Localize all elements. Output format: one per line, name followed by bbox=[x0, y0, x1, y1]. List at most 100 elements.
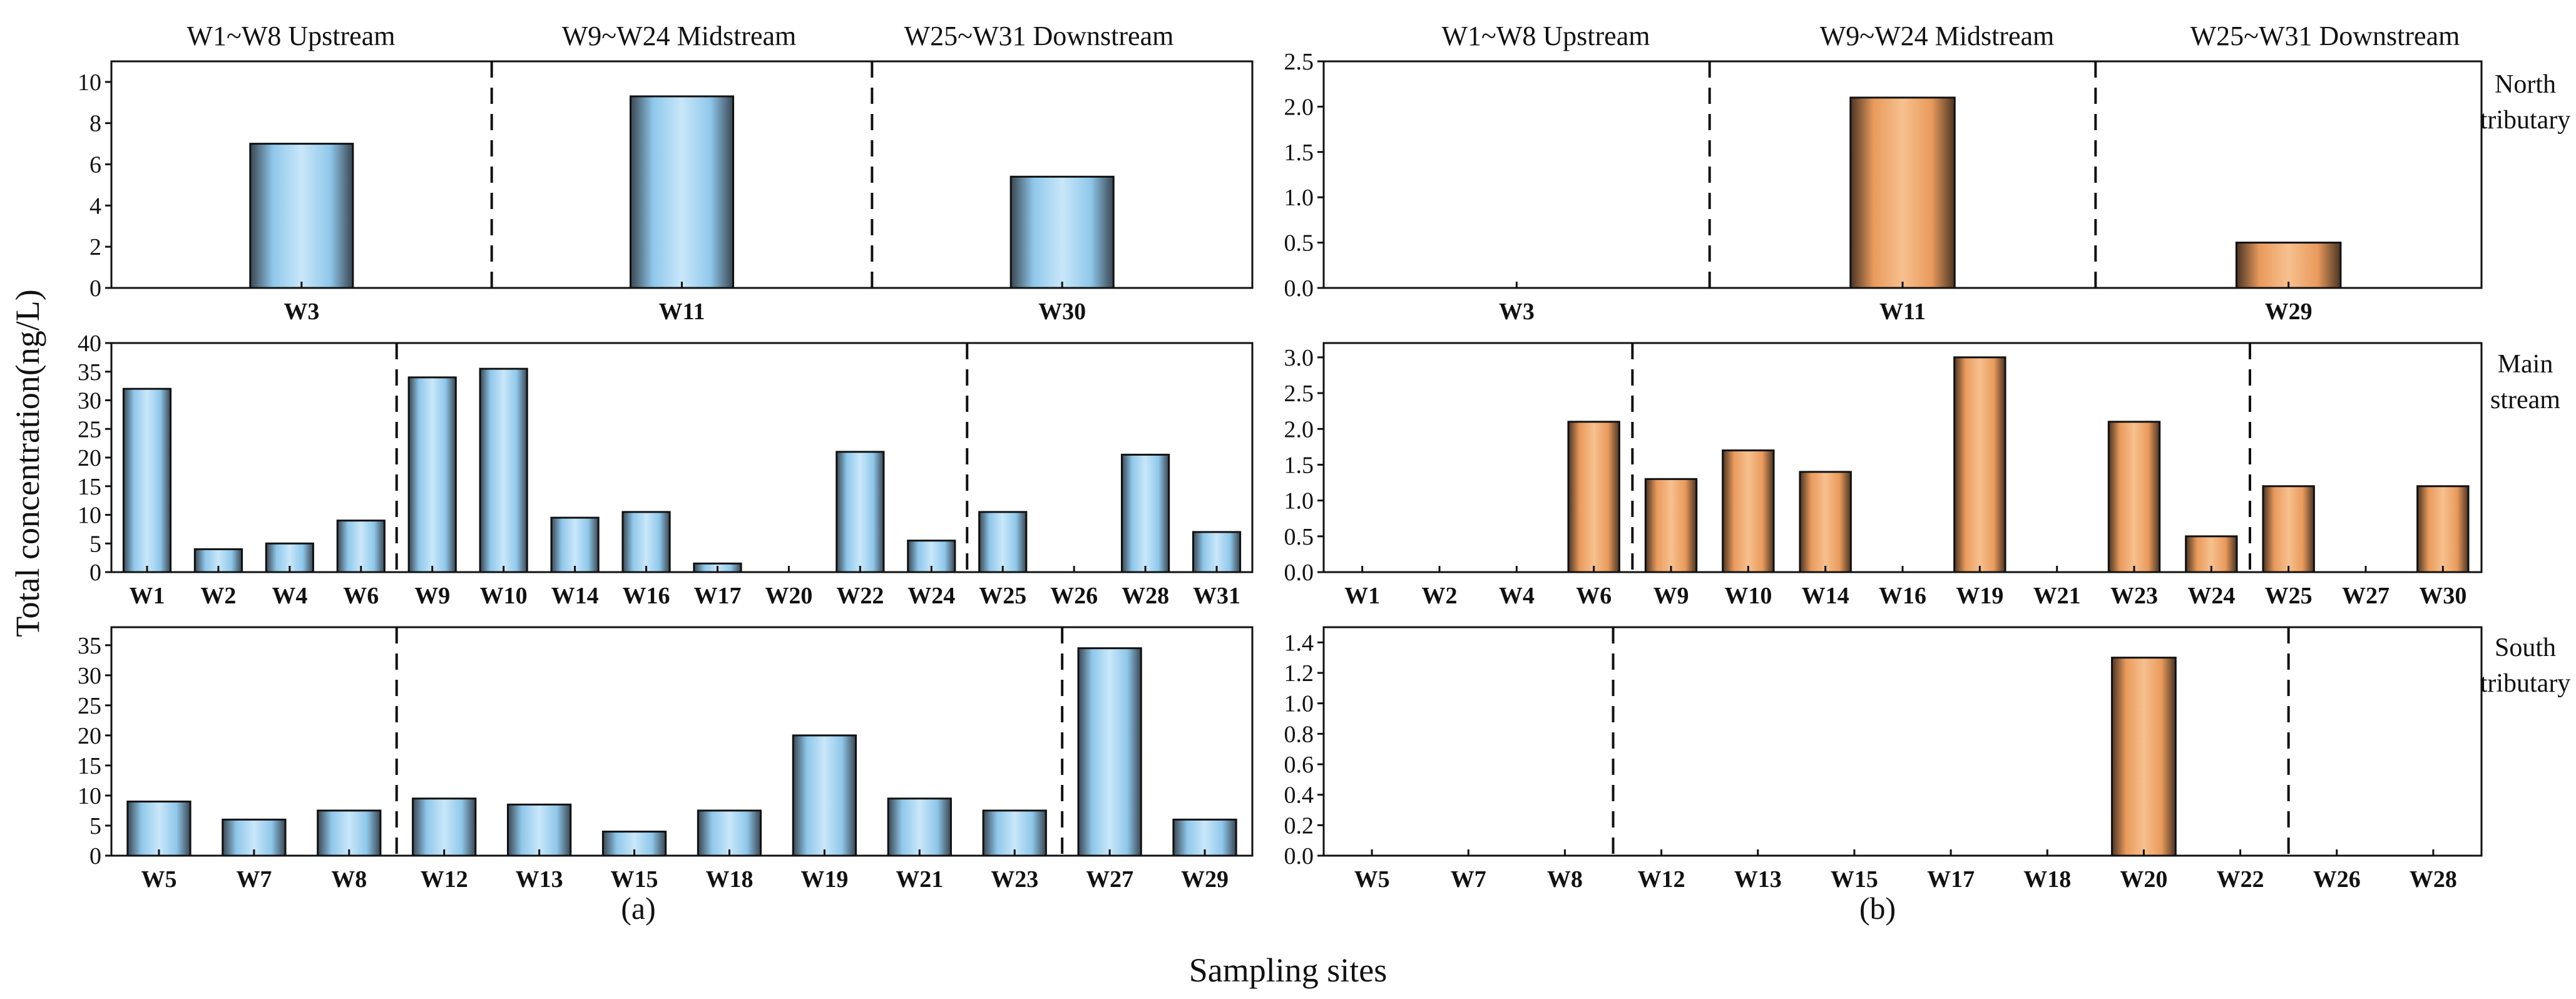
y-tick-label: 20 bbox=[78, 723, 101, 749]
chart-4: 0.0 0.5 1.0 1.5 2.0 2.5 W3 W11 W29 bbox=[1284, 49, 2483, 325]
bar-w13 bbox=[506, 803, 572, 857]
x-tick-label-w9: W9 bbox=[1653, 583, 1689, 609]
x-tick-label-w1: W1 bbox=[1344, 583, 1380, 609]
x-tick-label-w29: W29 bbox=[2265, 299, 2313, 325]
x-tick-label-w23: W23 bbox=[991, 866, 1038, 893]
chart-1: 0 2 4 6 8 10 W3 W11 W30 bbox=[78, 60, 1254, 325]
x-tick-label-w4: W4 bbox=[1499, 583, 1535, 609]
x-tick-label-w20: W20 bbox=[765, 583, 812, 609]
region-label-upstream-b: W1~W8 Upstream bbox=[1442, 21, 1650, 51]
plot-frame bbox=[110, 626, 1254, 857]
y-tick-label: 1.4 bbox=[1284, 630, 1314, 656]
y-tick-label: 0 bbox=[89, 560, 101, 586]
region-label-midstream-b: W9~W24 Midstream bbox=[1820, 21, 2055, 51]
x-tick-label-w14: W14 bbox=[1802, 583, 1849, 609]
x-tick-label-w20: W20 bbox=[2120, 866, 2167, 893]
x-tick-label-w24: W24 bbox=[907, 583, 955, 609]
x-tick-label-w29: W29 bbox=[1181, 866, 1229, 893]
bar-w30 bbox=[2416, 485, 2470, 573]
x-tick-label-w13: W13 bbox=[1734, 866, 1782, 893]
x-tick-label-w16: W16 bbox=[623, 583, 670, 609]
region-label-downstream-a: W25~W31 Downstream bbox=[904, 21, 1174, 51]
y-tick-label: 2 bbox=[89, 234, 101, 260]
x-tick-label-w5: W5 bbox=[141, 866, 176, 893]
region-label-upstream-a: W1~W8 Upstream bbox=[187, 21, 396, 51]
y-tick-label: 15 bbox=[78, 753, 101, 779]
y-tick-label: 10 bbox=[78, 69, 101, 96]
y-tick-label: 30 bbox=[78, 663, 101, 689]
y-tick-label: 0.0 bbox=[1284, 560, 1314, 586]
y-tick-label: 30 bbox=[78, 388, 101, 414]
x-tick-label-w21: W21 bbox=[896, 866, 943, 893]
bar-w8 bbox=[317, 809, 382, 857]
region-label-downstream-b: W25~W31 Downstream bbox=[2190, 21, 2460, 51]
row-label-north-1: North bbox=[2495, 70, 2556, 99]
x-tick-label-w7: W7 bbox=[236, 866, 272, 893]
x-tick-label-w23: W23 bbox=[2110, 583, 2158, 609]
y-tick-label: 5 bbox=[89, 813, 101, 839]
bar-w14 bbox=[550, 516, 600, 573]
x-tick-label-w31: W31 bbox=[1193, 583, 1240, 609]
x-tick-label-w17: W17 bbox=[1927, 866, 1975, 893]
y-axis-title: Total concentration(ng/L) bbox=[9, 289, 46, 637]
x-tick-label-w1: W1 bbox=[129, 583, 165, 609]
row-label-main-1: Main bbox=[2498, 350, 2553, 379]
y-tick-label: 1.0 bbox=[1284, 185, 1314, 211]
y-tick-label: 6 bbox=[89, 152, 101, 178]
y-tick-label: 8 bbox=[89, 111, 101, 137]
y-tick-label: 0.5 bbox=[1284, 524, 1314, 550]
bar-w22 bbox=[836, 451, 885, 573]
x-tick-label-w15: W15 bbox=[1831, 866, 1878, 893]
x-tick-label-w8: W8 bbox=[1547, 866, 1583, 893]
plot-frame bbox=[110, 342, 1254, 573]
chart-6: 0.0 0.2 0.4 0.6 0.8 1.0 1.2 1.4 W5 W7 W8 W12 W13 W15 W… bbox=[1284, 626, 2483, 893]
bar-w30 bbox=[1009, 175, 1115, 289]
y-tick-label: 0.8 bbox=[1284, 721, 1314, 747]
y-tick-label: 0 bbox=[89, 843, 101, 869]
y-tick-label: 2.5 bbox=[1284, 49, 1314, 75]
x-tick-label-w10: W10 bbox=[480, 583, 528, 609]
bar-w6 bbox=[336, 520, 386, 573]
y-tick-label: 15 bbox=[78, 474, 101, 500]
x-tick-label-w12: W12 bbox=[421, 866, 468, 893]
x-tick-label-w14: W14 bbox=[551, 583, 599, 609]
y-tick-label: 1.2 bbox=[1284, 660, 1314, 687]
x-tick-label-w28: W28 bbox=[2410, 866, 2457, 893]
y-tick-label: 1.5 bbox=[1284, 140, 1314, 166]
bar-w12 bbox=[412, 797, 477, 857]
x-tick-label-w27: W27 bbox=[2342, 583, 2389, 609]
x-tick-label-w3: W3 bbox=[284, 299, 319, 325]
x-tick-label-w24: W24 bbox=[2187, 583, 2235, 609]
bar-w10 bbox=[479, 367, 528, 573]
x-tick-label-w22: W22 bbox=[836, 583, 884, 609]
bar-w27 bbox=[1077, 647, 1142, 857]
y-tick-label: 3.0 bbox=[1284, 345, 1314, 371]
x-tick-label-w11: W11 bbox=[659, 299, 705, 325]
x-tick-label-w18: W18 bbox=[705, 866, 753, 893]
x-tick-label-w25: W25 bbox=[2265, 583, 2313, 609]
y-tick-label: 0 bbox=[89, 275, 101, 302]
row-label-main-2: stream bbox=[2490, 386, 2560, 414]
y-tick-label: 2.5 bbox=[1284, 381, 1314, 407]
x-tick-label-w19: W19 bbox=[1956, 583, 2003, 609]
x-tick-label-w19: W19 bbox=[800, 866, 848, 893]
x-tick-label-w18: W18 bbox=[2023, 866, 2071, 893]
y-tick-label: 0.0 bbox=[1284, 843, 1314, 869]
x-tick-label-w12: W12 bbox=[1638, 866, 1685, 893]
y-tick-label: 20 bbox=[78, 445, 101, 471]
y-tick-label: 4 bbox=[89, 193, 101, 219]
y-tick-label: 0.5 bbox=[1284, 230, 1314, 257]
bar-w11 bbox=[629, 95, 735, 289]
x-tick-label-w30: W30 bbox=[2419, 583, 2466, 609]
y-tick-label: 5 bbox=[89, 531, 101, 557]
bar-w25 bbox=[2262, 485, 2315, 573]
bar-w5 bbox=[126, 801, 192, 857]
x-tick-label-w11: W11 bbox=[1879, 299, 1926, 325]
region-label-midstream-a: W9~W24 Midstream bbox=[562, 21, 797, 51]
x-tick-label-w26: W26 bbox=[1050, 583, 1098, 609]
bar-w25 bbox=[978, 511, 1028, 573]
y-tick-label: 1.5 bbox=[1284, 452, 1314, 478]
x-tick-label-w3: W3 bbox=[1499, 299, 1535, 325]
bar-w6 bbox=[1567, 421, 1620, 573]
